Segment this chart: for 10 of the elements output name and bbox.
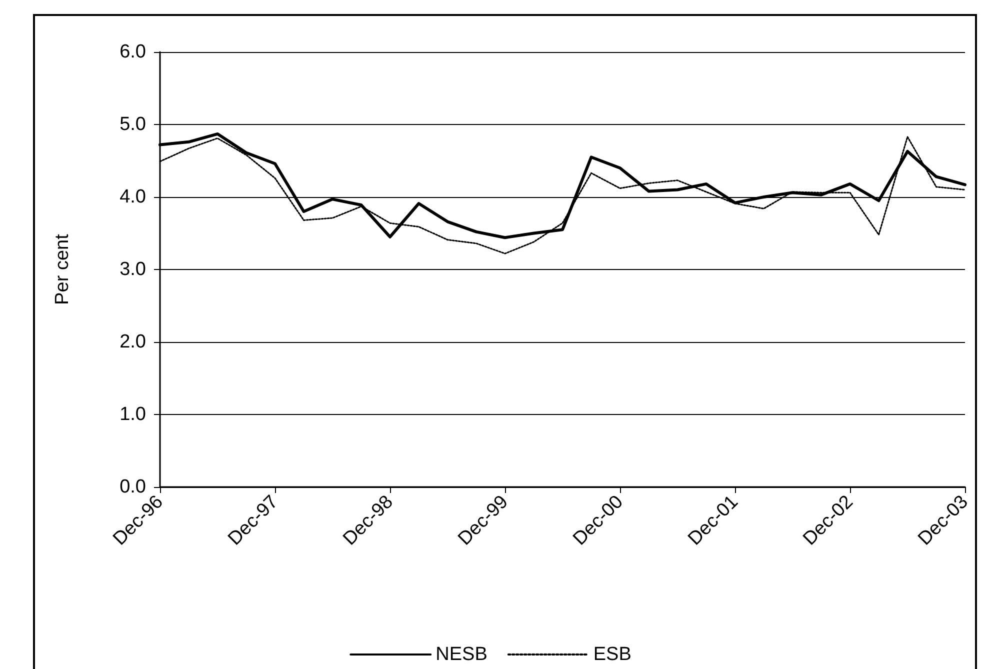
y-tick-label: 3.0	[120, 259, 146, 280]
y-tick-label: 2.0	[120, 332, 146, 352]
y-axis-title: Per cent	[52, 233, 73, 305]
y-tick-label: 1.0	[120, 404, 146, 425]
y-tick-label: 0.0	[120, 476, 146, 498]
y-tick-label: 4.0	[120, 186, 146, 208]
legend-label: ESB	[593, 644, 632, 665]
y-tick-label: 6.0	[120, 42, 146, 62]
y-tick-label: 5.0	[120, 114, 146, 135]
legend-label: NESB	[436, 644, 488, 665]
